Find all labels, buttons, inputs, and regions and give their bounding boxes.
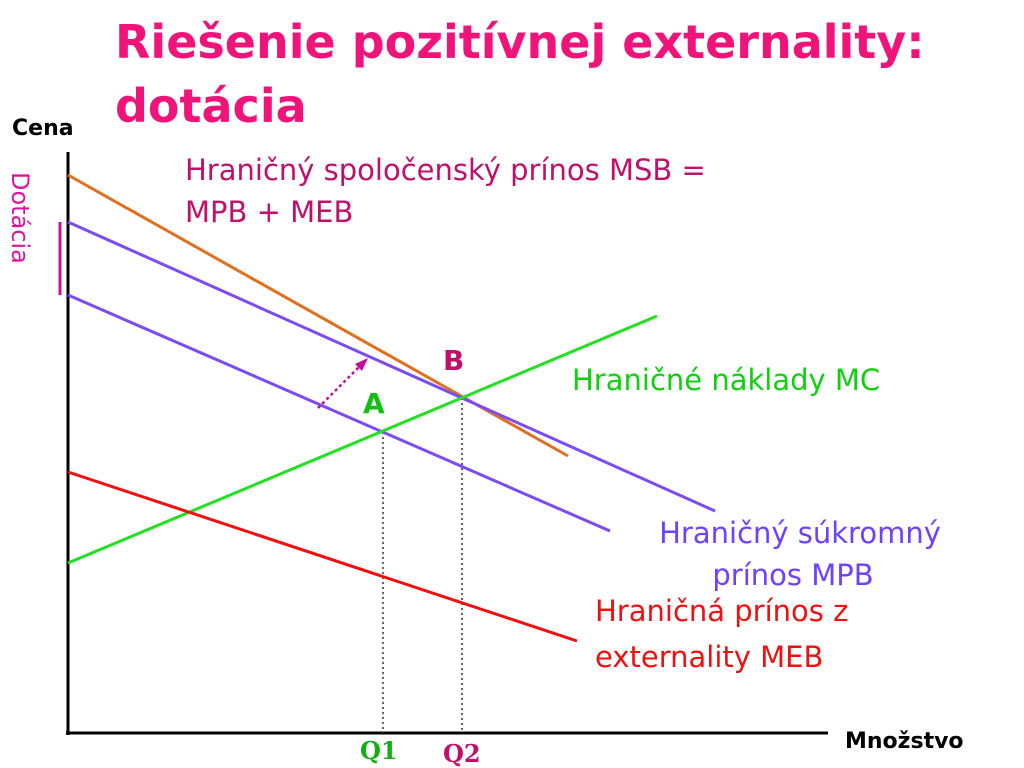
mpb-line — [67, 293, 611, 533]
q1-label: Q1 — [360, 736, 398, 765]
point-label: A — [363, 387, 385, 420]
subsidy-label: Dotácia — [6, 172, 34, 264]
mc-label: Hraničné náklady MC — [572, 363, 880, 397]
meb-label: Hraničná prínos z — [595, 594, 848, 628]
q2-label: Q2 — [443, 739, 481, 768]
x-axis-label: Množstvo — [845, 729, 964, 754]
msb-label: Hraničný spoločenský prínos MSB = — [185, 153, 706, 187]
shift-arrow — [317, 363, 363, 409]
mc-line — [67, 314, 658, 565]
msb-label: MPB + MEB — [185, 195, 353, 229]
shift-arrowhead — [355, 358, 368, 371]
meb-label: externality MEB — [595, 640, 823, 674]
mpb-label: Hraničný súkromný — [659, 516, 941, 550]
mpb-shifted-line — [67, 220, 716, 513]
title-line: Riešenie pozitívnej externality: — [115, 15, 925, 69]
point-label: B — [443, 344, 464, 377]
mpb-label: prínos MPB — [712, 558, 873, 592]
meb-line — [67, 470, 578, 643]
y-axis-label: Cena — [12, 116, 74, 141]
title-line: dotácia — [115, 79, 307, 133]
